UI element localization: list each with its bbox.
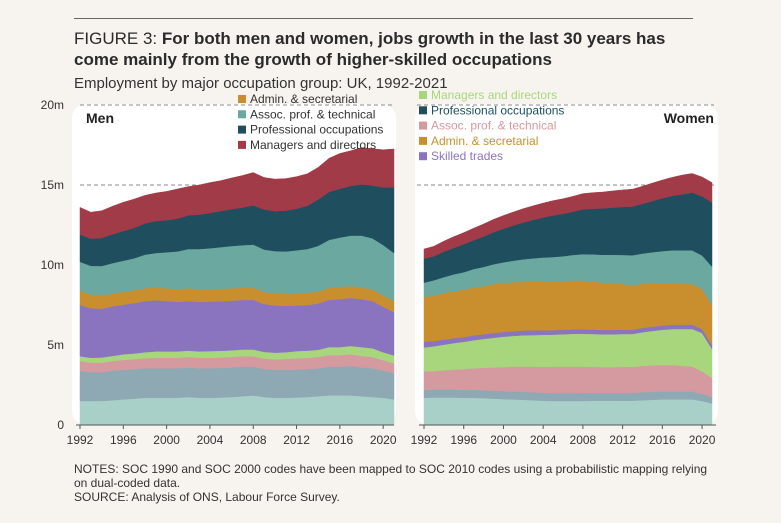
y-tick-label: 5m (47, 338, 64, 352)
legend-label: Assoc. prof. & technical (250, 107, 375, 121)
women-panel-title: Women (664, 110, 714, 126)
legend-swatch (419, 121, 427, 130)
notes: NOTES: SOC 1990 and SOC 2000 codes have … (74, 462, 714, 504)
men-panel-title: Men (86, 110, 114, 126)
legend-swatch (238, 125, 246, 134)
notes-text: NOTES: SOC 1990 and SOC 2000 codes have … (74, 462, 708, 490)
x-tick-label: 2008 (570, 433, 597, 447)
figure-subtitle: Employment by major occupation group: UK… (74, 75, 448, 92)
x-tick-label: 2016 (327, 433, 354, 447)
legend-label: Professional occupations (431, 103, 564, 117)
legend-label: Admin. & secretarial (431, 134, 538, 148)
women-area-bottom1 (423, 397, 713, 426)
legend-label: Assoc. prof. & technical (431, 119, 556, 133)
legend-label: Skilled trades (431, 149, 503, 163)
x-tick-label: 2000 (490, 433, 517, 447)
legend-swatch (419, 136, 427, 145)
legend-swatch (238, 95, 246, 103)
legend-label: Admin. & secretarial (250, 92, 357, 106)
x-tick-label: 2016 (649, 433, 676, 447)
figure-headline: For both men and women, jobs growth in t… (74, 29, 666, 69)
x-tick-label: 2008 (240, 433, 267, 447)
x-tick-label: 2020 (370, 433, 397, 447)
men-area-managers (79, 147, 395, 239)
legend-swatch (238, 110, 246, 119)
legend-swatch (419, 106, 427, 115)
legend-label: Professional occupations (250, 123, 383, 137)
legend-label: Managers and directors (250, 138, 376, 152)
x-tick-label: 2012 (283, 433, 310, 447)
x-tick-label: 1996 (450, 433, 477, 447)
x-tick-label: 1996 (110, 433, 137, 447)
legend-label: Managers and directors (431, 88, 557, 102)
y-tick-label: 20m (41, 98, 64, 112)
title-rule (74, 18, 693, 19)
x-tick-label: 2004 (197, 433, 224, 447)
source-text: SOURCE: Analysis of ONS, Labour Force Su… (74, 490, 340, 504)
x-tick-label: 1992 (67, 433, 94, 447)
legend-swatch (238, 140, 246, 149)
y-tick-label: 0 (57, 418, 64, 432)
x-tick-label: 2012 (609, 433, 636, 447)
legend-swatch (419, 91, 427, 99)
y-tick-label: 10m (41, 258, 64, 272)
figure-title: FIGURE 3: For both men and women, jobs g… (74, 28, 714, 70)
men-area-bottom1 (79, 395, 395, 426)
legend-swatch (419, 152, 427, 161)
y-tick-label: 15m (41, 178, 64, 192)
women-area-managers (423, 173, 713, 259)
x-tick-label: 2004 (530, 433, 557, 447)
x-tick-label: 1992 (411, 433, 438, 447)
x-tick-label: 2000 (153, 433, 180, 447)
figure-label: FIGURE 3: (74, 29, 158, 48)
x-tick-label: 2020 (689, 433, 716, 447)
